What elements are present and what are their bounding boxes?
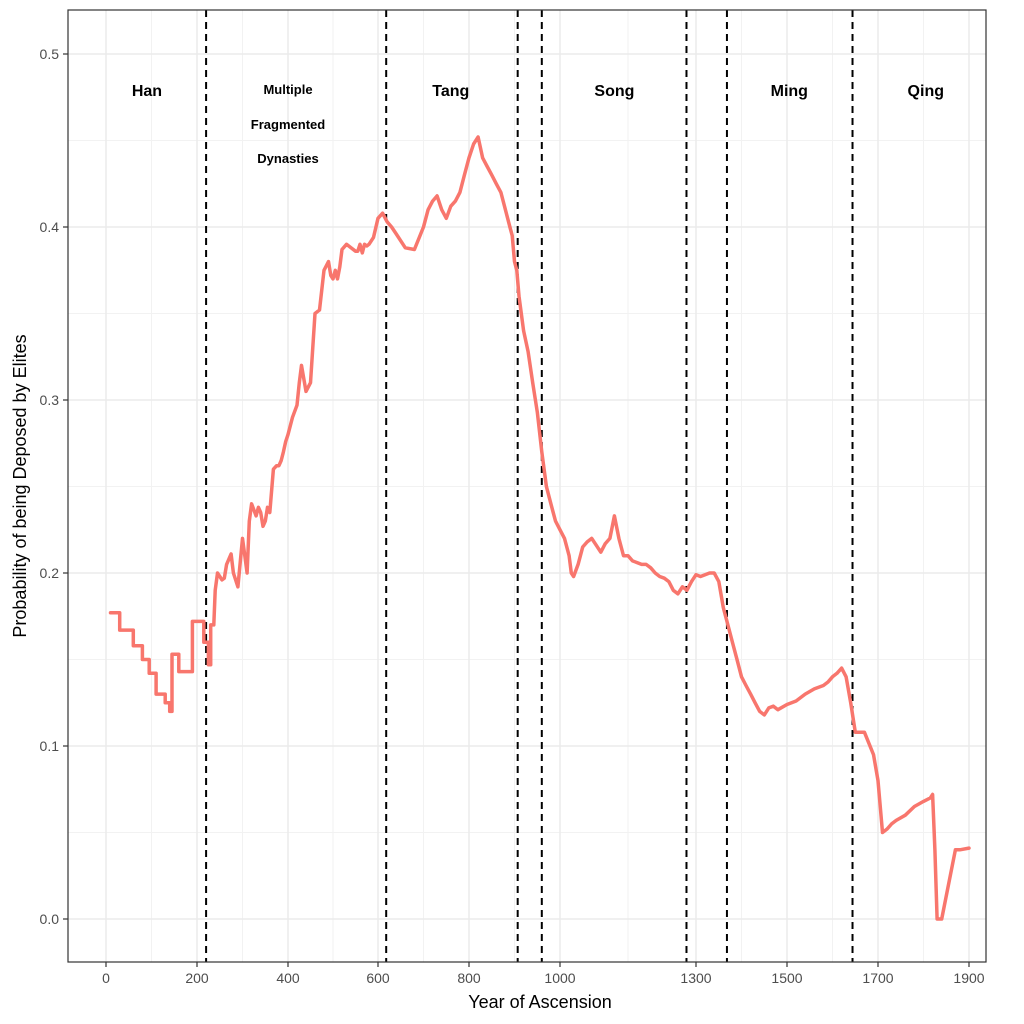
y-axis: 0.0 0.1 0.2 0.3 0.4 0.5 bbox=[40, 46, 68, 927]
y-tick-label: 0.4 bbox=[40, 219, 60, 235]
x-tick-label: 800 bbox=[457, 970, 481, 986]
x-tick-label: 0 bbox=[102, 970, 110, 986]
x-axis-title: Year of Ascension bbox=[468, 992, 611, 1012]
x-tick-label: 200 bbox=[185, 970, 209, 986]
x-tick-label: 1000 bbox=[544, 970, 575, 986]
period-dividers bbox=[205, 10, 854, 962]
x-axis: 0 200 400 600 800 1000 1300 1500 1700 1900 bbox=[102, 962, 985, 986]
period-label: Multiple bbox=[263, 82, 312, 97]
period-label: Dynasties bbox=[257, 151, 318, 166]
period-label: Tang bbox=[432, 83, 469, 100]
period-label: Qing bbox=[908, 83, 944, 100]
series-layer bbox=[108, 135, 971, 921]
x-tick-label: 1300 bbox=[680, 970, 711, 986]
period-label: Song bbox=[594, 83, 634, 100]
period-label: Han bbox=[132, 83, 162, 100]
y-axis-title: Probability of being Deposed by Elites bbox=[10, 334, 30, 637]
period-label: Fragmented bbox=[251, 117, 325, 132]
series-line bbox=[108, 135, 971, 921]
y-tick-label: 0.0 bbox=[40, 911, 60, 927]
x-tick-label: 1700 bbox=[862, 970, 893, 986]
x-tick-label: 600 bbox=[366, 970, 390, 986]
y-tick-label: 0.1 bbox=[40, 738, 60, 754]
x-tick-label: 1900 bbox=[953, 970, 984, 986]
y-tick-label: 0.5 bbox=[40, 46, 60, 62]
y-tick-label: 0.2 bbox=[40, 565, 60, 581]
period-label: Ming bbox=[771, 83, 808, 100]
x-tick-label: 1500 bbox=[771, 970, 802, 986]
x-tick-label: 400 bbox=[276, 970, 300, 986]
plot-border bbox=[67, 9, 987, 963]
grid bbox=[68, 10, 986, 962]
y-tick-label: 0.3 bbox=[40, 392, 60, 408]
period-labels: Han Multiple Fragmented Dynasties Tang Song Mi… bbox=[132, 82, 944, 166]
